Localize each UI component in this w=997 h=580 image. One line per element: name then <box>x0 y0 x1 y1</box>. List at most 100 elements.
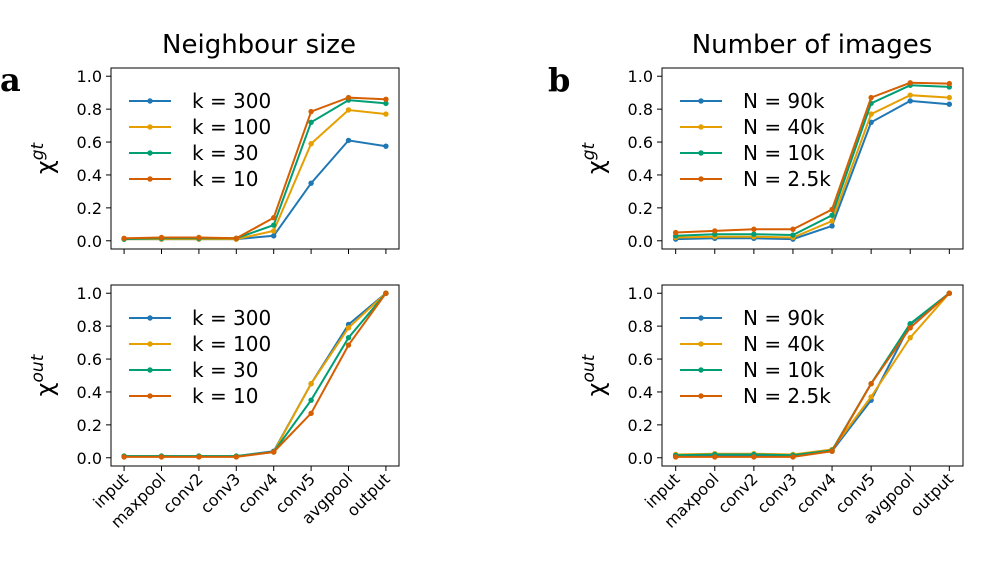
data-point <box>383 100 389 107</box>
y-axis-label: χgt <box>28 142 59 175</box>
legend-label: k = 300 <box>192 306 271 330</box>
legend-label: N = 90k <box>743 306 825 330</box>
data-point <box>383 290 389 296</box>
y-tick-label: 0.8 <box>628 100 653 119</box>
legend-marker <box>698 124 704 130</box>
legend-marker <box>698 176 704 182</box>
legend-marker <box>147 150 153 156</box>
y-tick-label: 0.4 <box>628 166 653 185</box>
data-point <box>829 206 835 213</box>
data-point <box>308 381 314 387</box>
y-axis-label-base: χ <box>582 160 610 174</box>
data-point <box>196 234 202 241</box>
legend-marker <box>698 150 704 156</box>
data-point <box>271 228 277 234</box>
data-point <box>345 334 352 341</box>
y-tick-label: 0.2 <box>77 416 102 435</box>
series-line <box>675 81 950 234</box>
legend-label: N = 10k <box>743 141 825 165</box>
panel-b-title: Number of images <box>692 30 933 60</box>
data-point <box>672 229 679 236</box>
legend-label: k = 300 <box>192 89 271 113</box>
data-point <box>829 223 835 229</box>
data-point <box>946 94 953 101</box>
axes-frame <box>110 67 400 250</box>
data-point <box>345 342 352 348</box>
y-tick-label: 0.0 <box>628 232 653 251</box>
data-point <box>829 218 835 224</box>
legend-label: N = 40k <box>743 332 825 356</box>
data-point <box>345 94 352 101</box>
data-point <box>233 454 239 460</box>
data-point <box>790 226 796 232</box>
data-point <box>907 80 913 86</box>
x-tick-label: conv3 <box>753 469 801 517</box>
y-axis-label-superscript: gt <box>579 142 599 161</box>
data-point <box>907 92 913 98</box>
data-point <box>946 101 953 107</box>
y-tick-label: 0.6 <box>77 350 102 369</box>
data-point <box>196 454 202 460</box>
data-point <box>946 80 953 87</box>
y-tick-label: 0.8 <box>77 100 102 119</box>
data-point <box>907 334 913 341</box>
axes-frame <box>661 284 964 467</box>
y-tick-label: 1.0 <box>77 67 102 86</box>
data-point <box>672 454 679 460</box>
y-axis-label: χout <box>579 353 610 396</box>
chart-a_bottom: 0.00.20.40.60.81.0inputmaxpoolconv2conv3… <box>28 284 400 532</box>
legend-marker <box>698 98 704 104</box>
legend-marker <box>147 315 153 321</box>
y-tick-label: 0.2 <box>77 199 102 218</box>
data-point <box>829 212 835 218</box>
data-point <box>907 320 913 327</box>
y-tick-label: 0.6 <box>628 133 653 152</box>
y-tick-label: 0.6 <box>628 350 653 369</box>
panel-a-title: Neighbour size <box>162 30 356 60</box>
data-point <box>121 454 127 460</box>
legend-marker <box>698 341 704 347</box>
x-tick-label: output <box>906 469 957 520</box>
data-point <box>345 107 352 113</box>
y-axis-label-base: χ <box>31 160 59 174</box>
series-line <box>675 94 950 239</box>
data-point <box>829 448 835 454</box>
legend-label: k = 100 <box>192 332 271 356</box>
data-point <box>271 222 277 228</box>
data-point <box>712 454 718 460</box>
x-tick-label: output <box>343 469 394 520</box>
data-point <box>907 325 913 331</box>
legend-marker <box>147 124 153 130</box>
data-point <box>308 140 314 147</box>
data-point <box>271 449 277 455</box>
legend-label: k = 100 <box>192 115 271 139</box>
data-point <box>790 232 796 238</box>
data-point <box>868 111 874 117</box>
data-point <box>308 397 314 403</box>
data-point <box>121 235 127 242</box>
legend-label: k = 10 <box>192 384 259 408</box>
data-point <box>158 234 165 241</box>
legend-label: k = 30 <box>192 358 259 382</box>
panel-b-letter: b <box>548 61 570 99</box>
y-tick-label: 1.0 <box>628 284 653 303</box>
data-point <box>868 119 874 126</box>
data-point <box>308 108 314 115</box>
y-tick-label: 0.0 <box>77 449 102 468</box>
data-point <box>790 454 796 460</box>
series-line <box>124 292 387 458</box>
legend-label: k = 30 <box>192 141 259 165</box>
y-tick-label: 0.4 <box>77 383 102 402</box>
legend-marker <box>147 341 153 347</box>
series-line <box>675 99 950 241</box>
data-point <box>345 325 352 331</box>
y-axis-label-superscript: out <box>28 353 48 382</box>
axes-frame <box>661 67 964 250</box>
legend-marker <box>147 367 153 373</box>
data-point <box>751 226 757 232</box>
x-tick-label: conv3 <box>196 469 244 517</box>
axes-frame <box>110 284 400 467</box>
legend-label: N = 10k <box>743 358 825 382</box>
